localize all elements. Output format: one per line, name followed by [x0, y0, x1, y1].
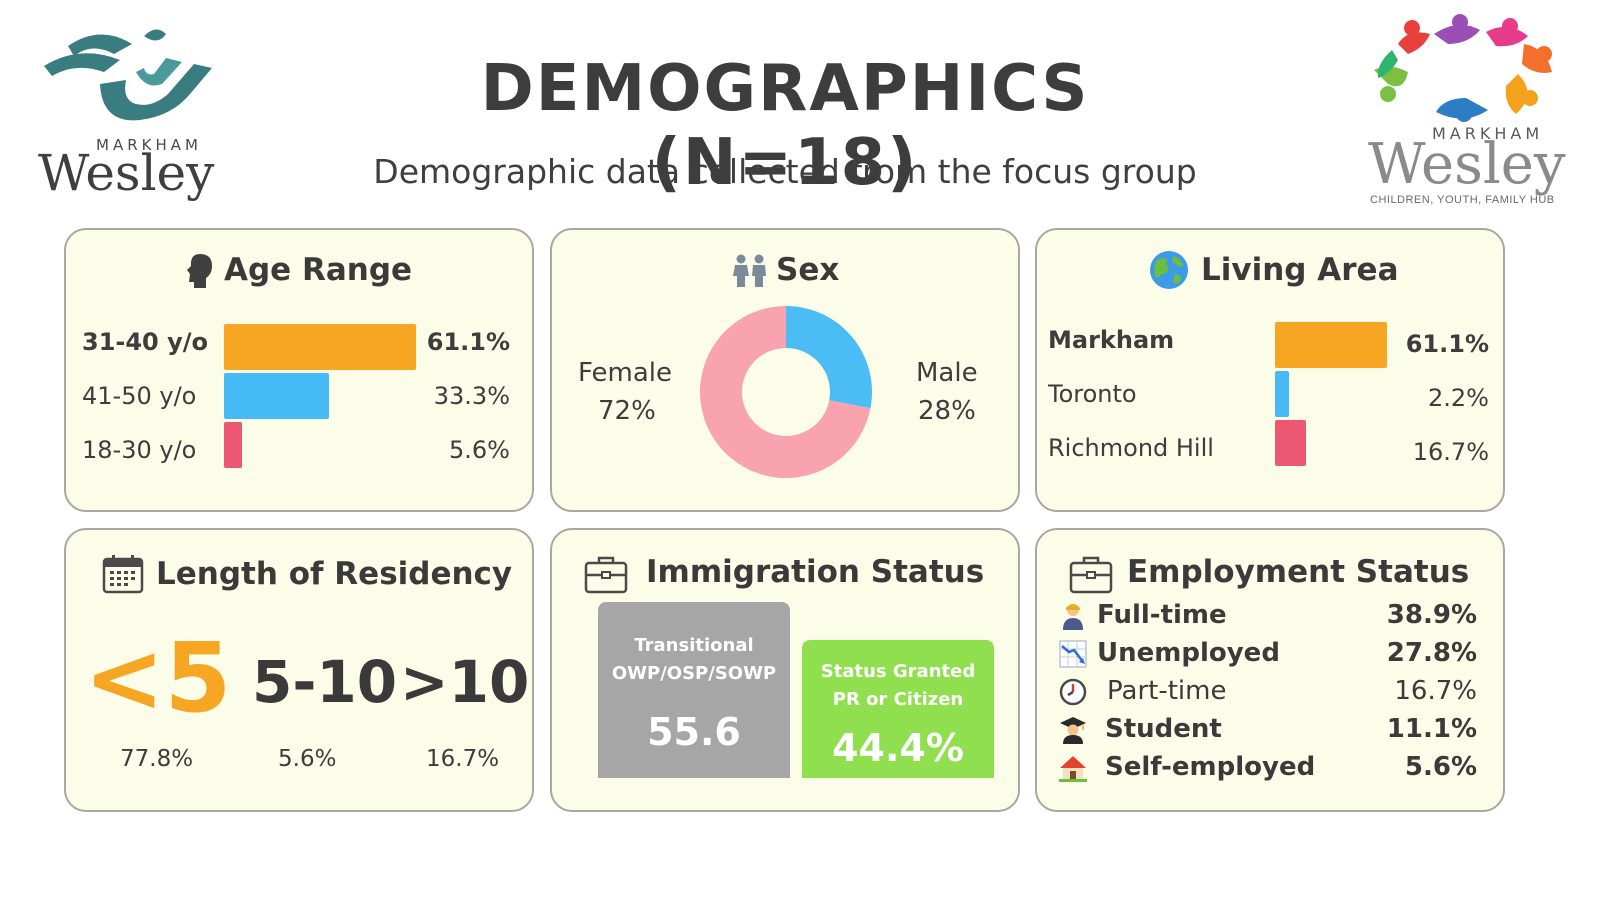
markham-wesley-logo-left: MARKHAM Wesley — [36, 24, 226, 204]
residency-5-10-value: 5.6% — [278, 746, 337, 772]
page-title: DEMOGRAPHICS (N=18) — [480, 52, 1090, 200]
employment-value: 27.8% — [1386, 638, 1477, 668]
employment-label: Unemployed — [1097, 638, 1280, 668]
logo-left-markham-text: MARKHAM — [96, 136, 202, 154]
logo-right-wesley-text: Wesley — [1368, 132, 1566, 197]
employment-card: Employment Status Full-time 38.9% Unempl… — [1035, 528, 1505, 812]
granted-line2: PR or Citizen — [832, 689, 964, 710]
age-row-value: 5.6% — [449, 436, 510, 464]
age-range-card: Age Range 31-40 y/o 61.1% 41-50 y/o 33.3… — [64, 228, 534, 512]
employment-label: Self-employed — [1105, 752, 1316, 782]
worker-icon — [1063, 604, 1083, 630]
living-row-value: 2.2% — [1428, 384, 1489, 412]
head-silhouette-icon — [187, 254, 212, 288]
transitional-line2: OWP/OSP/SOWP — [611, 663, 777, 684]
living-area-title: Living Area — [1201, 252, 1399, 288]
graduate-icon — [1060, 717, 1086, 744]
logo-right-tagline: CHILDREN, YOUTH, FAMILY HUB — [1370, 194, 1555, 206]
employment-label: Student — [1105, 714, 1222, 744]
granted-value: 44.4% — [832, 726, 964, 770]
living-bar — [1275, 420, 1306, 466]
female-label: Female — [578, 358, 673, 388]
calendar-icon — [102, 555, 144, 594]
sex-donut-chart — [700, 306, 872, 478]
logo-right-markham-text: MARKHAM — [1432, 124, 1544, 143]
residency-card: Length of Residency <5 5-10 >10 77.8% 5.… — [64, 528, 534, 812]
granted-line1: Status Granted — [820, 661, 976, 682]
declining-chart-icon — [1059, 640, 1087, 668]
living-row-value: 61.1% — [1405, 330, 1489, 358]
residency-title: Length of Residency — [156, 556, 513, 592]
female-slice — [700, 306, 871, 478]
immigration-title: Immigration Status — [646, 554, 985, 590]
age-bar — [224, 324, 416, 370]
male-label: Male — [916, 358, 978, 388]
granted-status-block: Status Granted PR or Citizen 44.4% — [802, 640, 994, 778]
employment-title: Employment Status — [1127, 554, 1470, 590]
immigration-card: Immigration Status Transitional OWP/OSP/… — [550, 528, 1020, 812]
employment-label: Part-time — [1107, 676, 1227, 706]
age-row-label: 41-50 y/o — [82, 382, 197, 410]
age-row-label: 18-30 y/o — [82, 436, 197, 464]
transitional-line1: Transitional — [634, 635, 754, 656]
male-slice — [786, 306, 872, 409]
residency-under-5-value: 77.8% — [120, 746, 194, 772]
employment-value: 5.6% — [1404, 752, 1477, 782]
employment-row-full-time: Full-time 38.9% — [1037, 598, 1477, 634]
page-subtitle: Demographic data collected from the focu… — [373, 152, 1197, 191]
residency-over-10-label: >10 — [400, 648, 530, 716]
transitional-value: 55.6 — [647, 710, 741, 754]
logo-left-wesley-text: Wesley — [38, 144, 215, 202]
living-row-value: 16.7% — [1412, 438, 1489, 466]
globe-icon — [1150, 251, 1188, 289]
wesley-swirl-icon — [44, 29, 212, 121]
living-row-label: Richmond Hill — [1048, 434, 1214, 462]
employment-value: 38.9% — [1386, 600, 1477, 630]
sex-title: Sex — [776, 252, 840, 288]
living-area-card: Living Area Markham 61.1% Toronto 2.2% R… — [1035, 228, 1505, 512]
age-row-value: 33.3% — [433, 382, 510, 410]
house-icon — [1059, 756, 1087, 782]
briefcase-icon — [584, 556, 628, 594]
age-row-label: 31-40 y/o — [82, 328, 209, 356]
age-bar — [224, 373, 329, 419]
age-bar — [224, 422, 242, 468]
residency-over-10-value: 16.7% — [426, 746, 500, 772]
age-row-value: 61.1% — [426, 328, 510, 356]
residency-under-5-label: <5 — [84, 622, 232, 734]
living-bar — [1275, 322, 1387, 368]
living-row-label: Markham — [1048, 326, 1175, 354]
male-value: 28% — [918, 396, 976, 426]
people-circle-icon — [1374, 14, 1552, 122]
employment-value: 11.1% — [1386, 714, 1477, 744]
people-icon — [733, 254, 766, 287]
employment-row-unemployed: Unemployed 27.8% — [1037, 636, 1477, 672]
briefcase-icon — [1069, 556, 1113, 594]
female-value: 72% — [598, 396, 656, 426]
employment-row-student: Student 11.1% — [1037, 712, 1477, 748]
living-row-label: Toronto — [1048, 380, 1137, 408]
residency-5-10-label: 5-10 — [252, 648, 398, 716]
employment-value: 16.7% — [1394, 676, 1477, 706]
employment-row-part-time: Part-time 16.7% — [1037, 674, 1477, 710]
age-range-title: Age Range — [224, 252, 413, 288]
sex-card: Sex Female 72% Male 28% — [550, 228, 1020, 512]
living-bar — [1275, 371, 1289, 417]
clock-icon — [1059, 678, 1087, 706]
markham-wesley-logo-right: MARKHAM Wesley CHILDREN, YOUTH, FAMILY H… — [1368, 14, 1600, 214]
employment-row-self-employed: Self-employed 5.6% — [1037, 750, 1477, 786]
employment-label: Full-time — [1097, 600, 1227, 630]
transitional-status-block: Transitional OWP/OSP/SOWP 55.6 — [598, 602, 790, 778]
